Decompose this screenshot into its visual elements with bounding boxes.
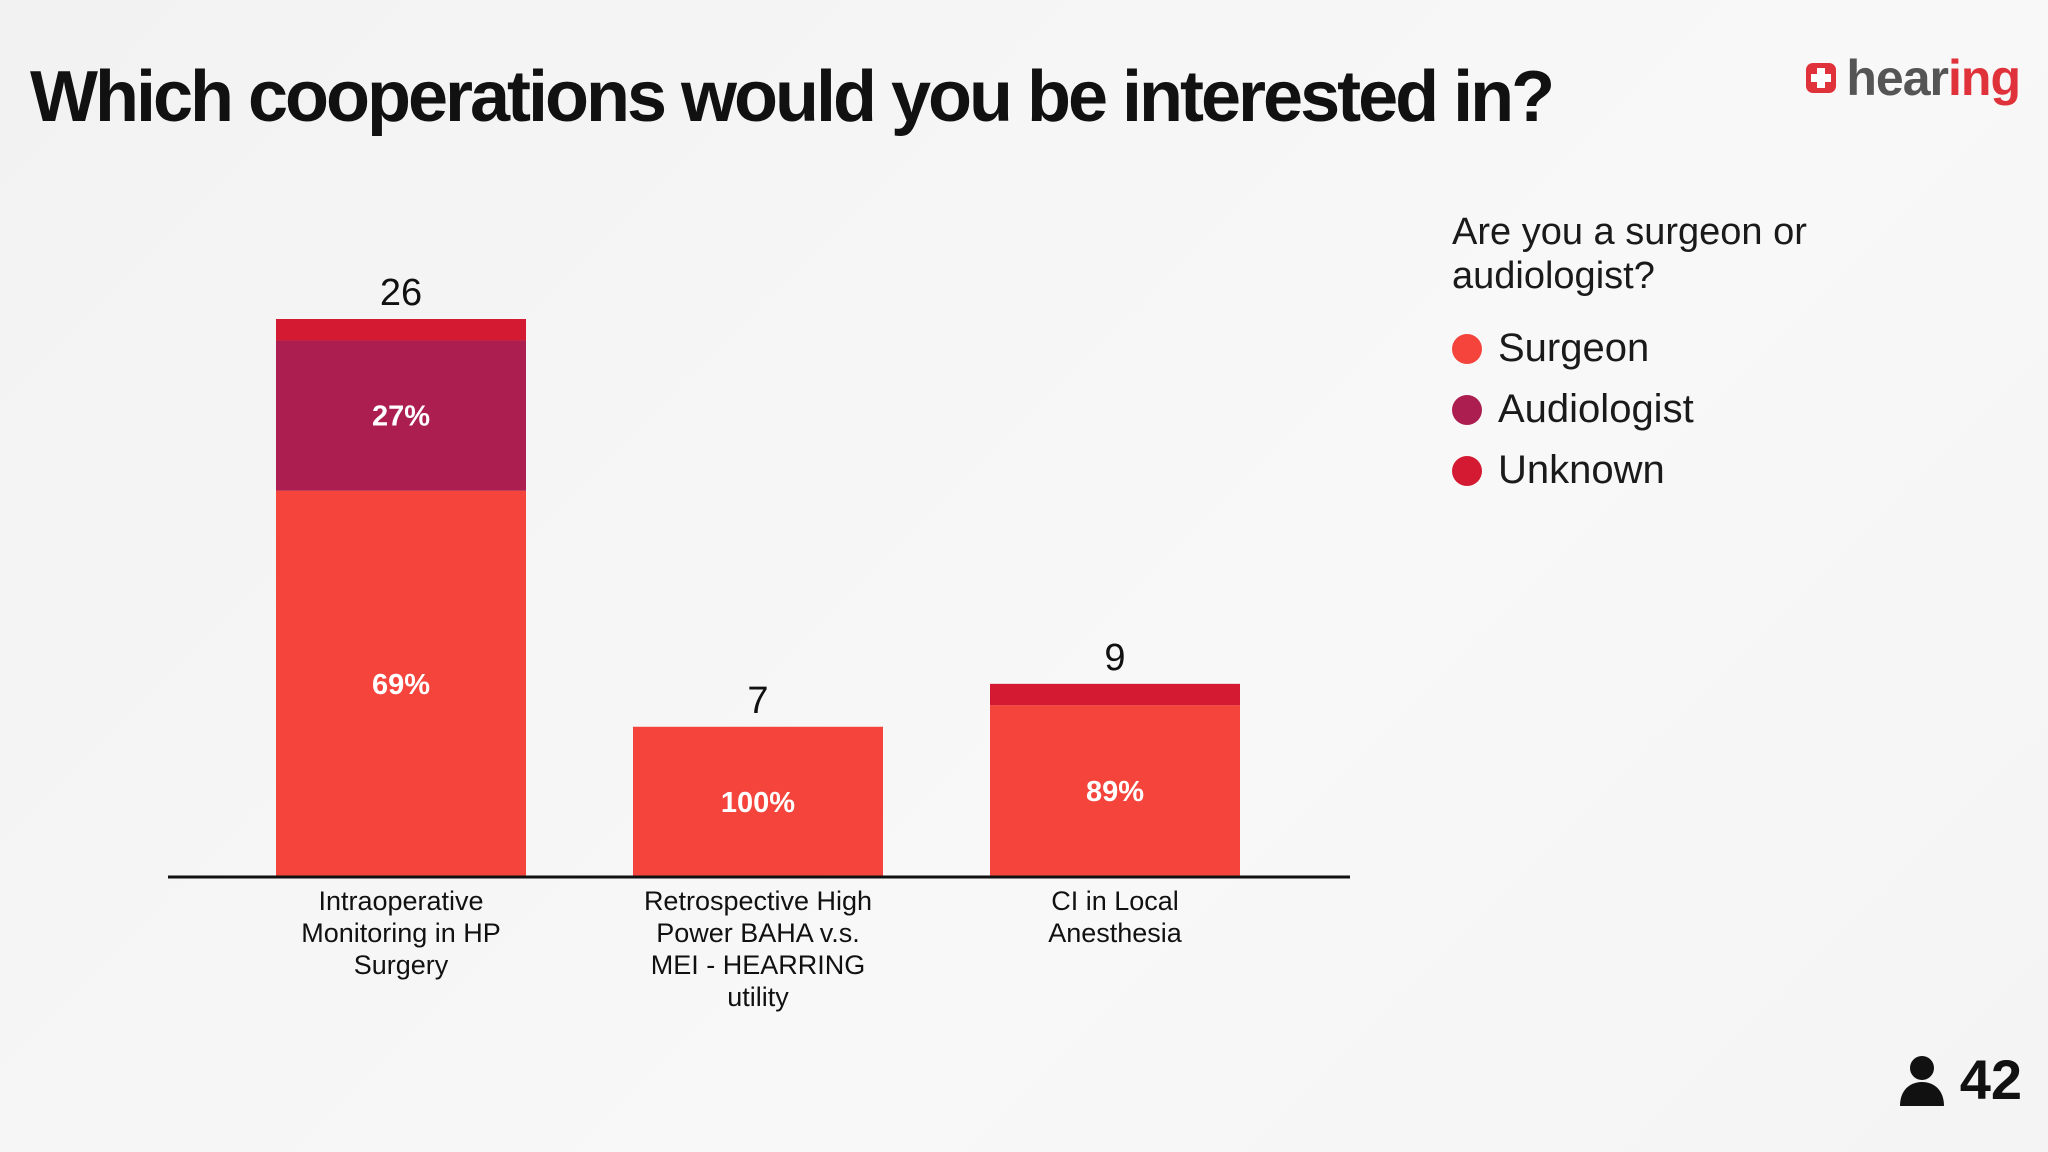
- legend-label-unknown: Unknown: [1498, 448, 1665, 492]
- category-label: CI in Local: [1051, 886, 1179, 916]
- bar-unknown-1: [276, 319, 526, 341]
- legend-dot-audiologist: [1452, 394, 1482, 425]
- segment-percent-label: 69%: [372, 669, 430, 701]
- legend-item-audiologist: Audiologist: [1452, 379, 1892, 440]
- hearring-logo: hearing: [1804, 50, 2021, 106]
- legend-dot-surgeon: [1452, 333, 1482, 364]
- legend-item-surgeon: Surgeon: [1452, 318, 1892, 379]
- logo-cross-icon: [1806, 63, 1837, 93]
- bar-unknown-3: [990, 683, 1240, 706]
- bar-total-label: 7: [747, 680, 768, 722]
- response-count: 42: [1959, 1048, 2022, 1111]
- bar-surgeon-3: [990, 705, 1240, 877]
- bar-surgeon-2: [633, 726, 883, 877]
- category-label: Monitoring in HP: [301, 918, 501, 948]
- logo-text: hearing: [1846, 50, 2021, 106]
- legend-label-surgeon: Surgeon: [1498, 326, 1650, 370]
- category-label: utility: [727, 982, 789, 1012]
- legend: Are you a surgeon or audiologist? Surgeo…: [1452, 210, 1892, 501]
- category-label: Surgery: [354, 950, 449, 980]
- segment-percent-label: 89%: [1086, 776, 1144, 808]
- category-label: Power BAHA v.s.: [656, 918, 860, 948]
- category-label: Anesthesia: [1048, 918, 1183, 948]
- bar-total-label: 9: [1104, 637, 1125, 679]
- page-title: Which cooperations would you be interest…: [30, 57, 1555, 137]
- legend-label-audiologist: Audiologist: [1498, 387, 1694, 431]
- category-label: Intraoperative: [318, 886, 483, 916]
- legend-item-unknown: Unknown: [1452, 440, 1892, 501]
- legend-title: Are you a surgeon or audiologist?: [1452, 211, 1807, 297]
- bar-audiologist-1: [276, 340, 526, 491]
- category-label: Retrospective High: [644, 886, 872, 916]
- bar-surgeon-1: [276, 490, 526, 877]
- category-label: MEI - HEARRING: [651, 950, 866, 980]
- response-counter: 42: [1898, 1047, 2022, 1112]
- legend-dot-unknown: [1452, 455, 1482, 486]
- person-icon: [1899, 1055, 1944, 1106]
- bar-total-label: 26: [380, 272, 422, 314]
- segment-percent-label: 27%: [372, 401, 430, 433]
- segment-percent-label: 100%: [721, 787, 795, 819]
